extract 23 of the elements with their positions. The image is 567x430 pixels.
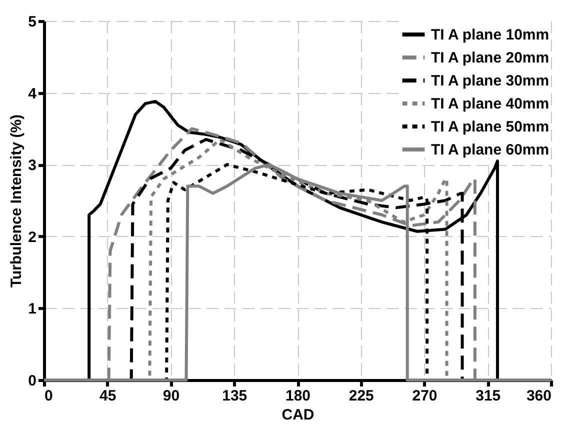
legend-label: TI A plane 40mm — [431, 96, 550, 112]
legend-label: TI A plane 60mm — [431, 142, 550, 158]
legend-label: TI A plane 50mm — [431, 118, 550, 136]
x-axis-title: CAD — [282, 406, 314, 424]
legend-label: TI A plane 10mm — [431, 26, 550, 44]
legend-label: TI A plane 20mm — [431, 50, 550, 66]
legend-label: TI A plane 30mm — [431, 72, 550, 90]
x-tick-label: 315 — [476, 388, 501, 404]
y-tick-label: 1 — [28, 300, 36, 318]
x-tick-label: 270 — [412, 388, 438, 404]
y-axis-title: Turbulence Intensity (%) — [8, 114, 26, 288]
y-tick-label: 4 — [28, 85, 38, 102]
x-tick-label: 135 — [222, 388, 248, 404]
y-tick-label: 3 — [28, 157, 36, 174]
x-tick-label: 90 — [162, 388, 180, 404]
y-tick-label: 0 — [28, 372, 36, 390]
x-tick-label: 45 — [100, 388, 116, 404]
x-tick-label: 0 — [44, 388, 53, 404]
x-tick-label: 180 — [285, 388, 311, 404]
x-tick-label: 225 — [348, 388, 374, 404]
y-tick-label: 5 — [28, 14, 36, 30]
x-tick-label: 360 — [526, 388, 552, 404]
y-tick-label: 2 — [28, 228, 36, 246]
